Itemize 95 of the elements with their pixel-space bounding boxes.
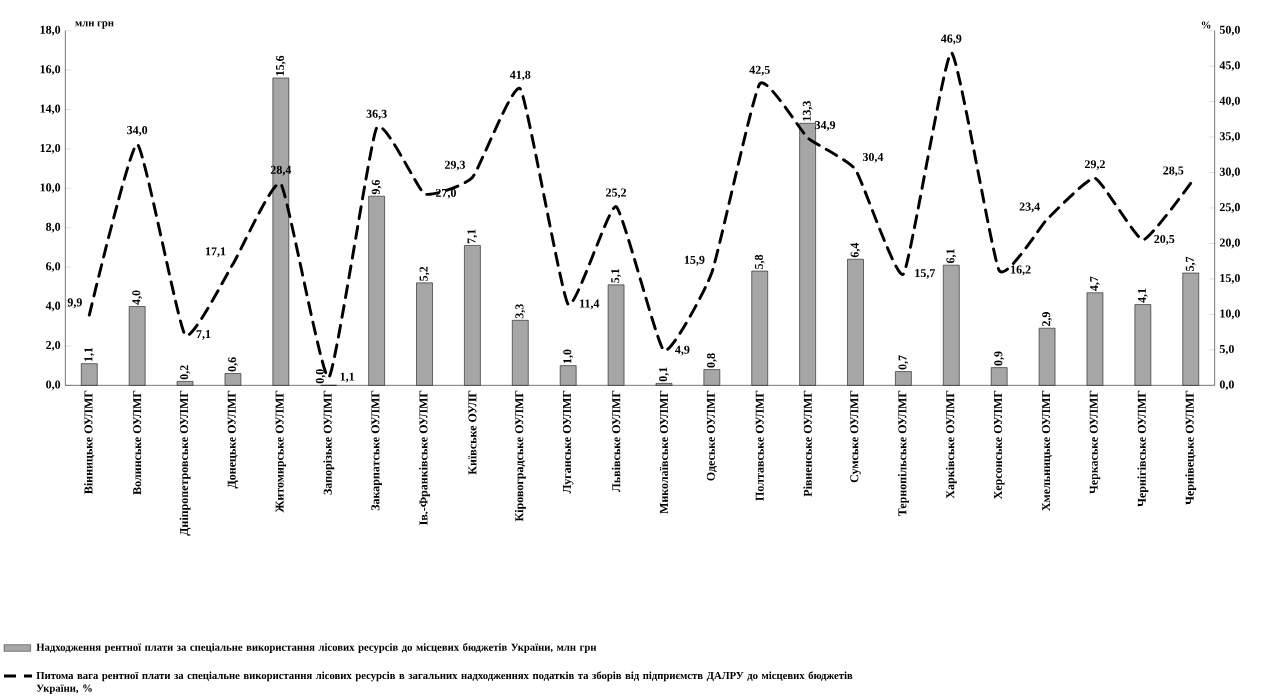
y2-tick-label: 30,0 bbox=[1219, 167, 1240, 178]
x-tick-label: Херсонське ОУЛМГ bbox=[993, 390, 1005, 500]
legend-label: Питома вага рентної плати за спеціальне використання лісових ресурсів в загальних надходженнях податків та зборів від підприємств ДАЛРУ до місцевих бюджетів України, % bbox=[36, 671, 853, 694]
data-label: 5,7 bbox=[1185, 256, 1196, 271]
y-tick-label: 6,0 bbox=[46, 262, 61, 273]
data-label: 1,1 bbox=[84, 347, 95, 362]
data-label: 30,4 bbox=[862, 152, 884, 163]
y2-tick-label: 15,0 bbox=[1220, 274, 1240, 284]
data-label: 23,4 bbox=[1019, 202, 1040, 213]
data-label: 4,0 bbox=[132, 290, 143, 305]
data-label: 15,6 bbox=[275, 55, 286, 76]
x-tick-label: Полтавське ОУЛМГ bbox=[755, 390, 764, 501]
data-label: 36,3 bbox=[366, 109, 387, 120]
y-tick-label: 2,0 bbox=[46, 341, 61, 351]
data-label: 9,6 bbox=[371, 179, 382, 195]
data-label: 29,2 bbox=[1084, 160, 1105, 170]
data-label: 13,3 bbox=[802, 101, 813, 121]
data-label: 4,7 bbox=[1090, 276, 1100, 291]
data-label: 9,9 bbox=[67, 298, 82, 309]
data-label: 5,8 bbox=[754, 254, 765, 269]
data-label: 0,8 bbox=[706, 353, 717, 368]
data-label: 11,4 bbox=[580, 299, 600, 310]
x-tick-label: Донецьке ОУЛМГ bbox=[227, 390, 239, 489]
y-tick-label: 4,0 bbox=[45, 301, 61, 312]
data-label: 16,2 bbox=[1011, 265, 1031, 276]
y2-tick-label: 20,0 bbox=[1219, 238, 1240, 249]
x-tick-label: Миколаївське ОУЛМГ bbox=[659, 390, 669, 514]
x-tick-label: Одеське ОУЛМГ bbox=[706, 390, 717, 481]
y-tick-label: 18,0 bbox=[40, 25, 61, 36]
data-label: 1,1 bbox=[340, 372, 355, 383]
x-tick-label: Рівненське ОУЛМГ bbox=[803, 390, 812, 497]
data-label: 0,0 bbox=[315, 369, 326, 384]
x-tick-label: Харківське ОУЛМГ bbox=[945, 390, 957, 499]
y2-tick-label: 5,0 bbox=[1219, 344, 1234, 355]
x-tick-label: Тернопільське ОУЛМГ bbox=[897, 390, 909, 517]
x-tick-label: Чернівецьке ОУЛМГ bbox=[1185, 390, 1197, 505]
data-label: 15,9 bbox=[684, 255, 705, 266]
data-label: 3,3 bbox=[515, 304, 526, 319]
data-label: 20,5 bbox=[1154, 234, 1175, 245]
data-label: 6,4 bbox=[850, 242, 861, 258]
data-label: 4,9 bbox=[675, 345, 690, 356]
data-label: 2,9 bbox=[1042, 312, 1052, 327]
x-tick-label: Львівське ОУЛМГ bbox=[611, 390, 621, 493]
data-label: 42,5 bbox=[749, 65, 770, 76]
y-tick-label: 10,0 bbox=[40, 183, 61, 194]
data-label: 0,2 bbox=[180, 365, 190, 380]
y2-tick-label: 50,0 bbox=[1219, 25, 1240, 36]
x-tick-label: Луганське ОУЛМГ bbox=[562, 390, 574, 494]
data-label: 0,7 bbox=[898, 355, 909, 370]
y-tick-label: 16,0 bbox=[40, 65, 61, 75]
data-label: 15,7 bbox=[915, 269, 936, 279]
y2-tick-label: 10,0 bbox=[1220, 309, 1240, 320]
x-tick-label: Волинське ОУЛМГ bbox=[133, 390, 142, 495]
x-tick-label: Житомирське ОУЛМГ bbox=[275, 390, 287, 513]
data-label: 34,0 bbox=[127, 126, 148, 136]
data-label: 46,9 bbox=[940, 34, 962, 45]
y2-tick-label: 40,0 bbox=[1219, 96, 1240, 107]
x-tick-label: Чернігівське ОУЛМГ bbox=[1137, 390, 1149, 507]
data-label: 7,1 bbox=[467, 229, 478, 244]
data-label: 4,1 bbox=[1137, 288, 1148, 303]
legend-label: Надходження рентної плати за спеціальне використання лісових ресурсів до місцевих бюджетів України, млн грн bbox=[36, 643, 597, 653]
y-tick-label: 12,0 bbox=[40, 143, 61, 154]
data-label: 41,8 bbox=[509, 70, 531, 81]
x-tick-label: Ів.-Франківське ОУЛМГ bbox=[419, 390, 430, 525]
y-tick-label: 0,0 bbox=[46, 380, 61, 391]
y-axis-title: млн грн bbox=[75, 21, 114, 29]
data-label: 0,6 bbox=[228, 357, 238, 372]
y-tick-label: 8,0 bbox=[46, 222, 61, 233]
data-label: 7,1 bbox=[196, 330, 211, 340]
x-tick-label: Кіровоградське ОУЛМГ bbox=[514, 390, 526, 522]
x-tick-label: Запорізьке ОУЛМГ bbox=[323, 390, 335, 495]
data-label: 25,2 bbox=[606, 188, 627, 199]
data-label: 17,1 bbox=[205, 247, 226, 258]
data-label: 1,0 bbox=[563, 349, 574, 364]
y-tick-label: 14,0 bbox=[40, 104, 61, 115]
data-label: 28,5 bbox=[1163, 166, 1184, 177]
y2-tick-label: 0,0 bbox=[1219, 380, 1234, 391]
x-tick-label: Дніпропетровське ОУЛМГ bbox=[179, 390, 191, 536]
y2-axis-title: % bbox=[1201, 21, 1211, 29]
data-label: 5,1 bbox=[611, 268, 621, 283]
x-tick-label: Закарпатське ОУЛМГ bbox=[371, 390, 382, 511]
x-tick-label: Вінницьке ОУЛМГ bbox=[84, 390, 95, 494]
data-label: 6,1 bbox=[946, 249, 957, 264]
data-label: 5,2 bbox=[419, 266, 430, 281]
y2-tick-label: 35,0 bbox=[1219, 132, 1240, 142]
x-tick-label: Київське ОУЛГ bbox=[468, 390, 477, 475]
x-tick-label: Сумське ОУЛМГ bbox=[850, 390, 861, 483]
x-tick-label: Черкаське ОУЛМГ bbox=[1089, 390, 1101, 494]
data-label: 0,1 bbox=[659, 367, 669, 382]
data-label: 29,3 bbox=[444, 160, 466, 171]
x-tick-label: Хмельницьке ОУЛМГ bbox=[1042, 390, 1053, 511]
data-label: 0,9 bbox=[994, 351, 1005, 366]
data-label: 28,4 bbox=[270, 165, 292, 176]
y2-tick-label: 45,0 bbox=[1219, 61, 1240, 72]
y2-tick-label: 25,0 bbox=[1219, 203, 1240, 213]
